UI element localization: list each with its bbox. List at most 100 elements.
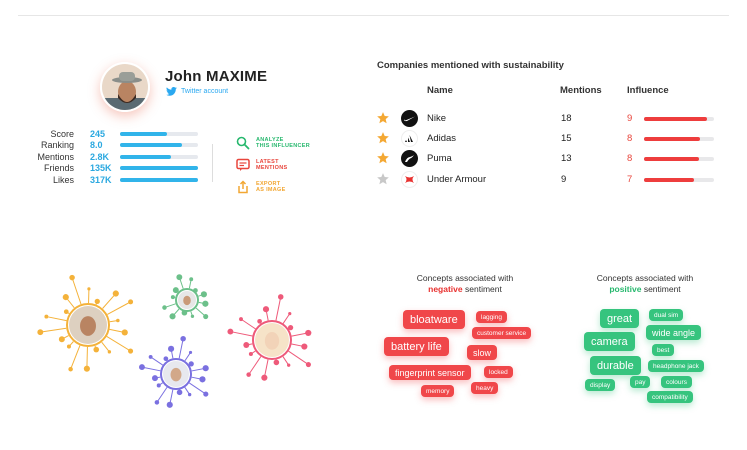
network-node[interactable] [176, 274, 183, 281]
network-node[interactable] [199, 376, 206, 383]
network-node[interactable] [107, 350, 112, 354]
network-node[interactable] [287, 325, 294, 331]
network-node[interactable] [168, 345, 175, 352]
network-node[interactable] [44, 314, 49, 319]
positive-concept-tag[interactable]: compatibility [647, 391, 693, 403]
network-node[interactable] [62, 294, 69, 301]
network-node[interactable] [202, 365, 209, 372]
network-node[interactable] [116, 318, 120, 323]
network-node[interactable] [176, 389, 183, 396]
positive-concept-tag[interactable]: camera [584, 332, 635, 351]
positive-concept-tag[interactable]: headphone jack [648, 360, 704, 372]
table-row[interactable]: Under Armour 9 7 [376, 170, 726, 190]
network-node[interactable] [94, 298, 100, 305]
network-node[interactable] [248, 351, 253, 357]
positive-concept-tag[interactable]: display [585, 379, 616, 391]
network-node[interactable] [188, 361, 194, 367]
star-icon[interactable] [376, 131, 390, 145]
stat-bar-fill [120, 166, 198, 171]
table-row[interactable]: Nike 18 9 [376, 109, 726, 129]
negative-concept-tag[interactable]: bloatware [403, 310, 465, 329]
network-node[interactable] [170, 295, 175, 300]
avatar[interactable] [100, 62, 150, 112]
negative-concept-tag[interactable]: battery life [384, 337, 449, 356]
network-node[interactable] [277, 294, 284, 300]
network-node[interactable] [63, 309, 69, 315]
network-node[interactable] [243, 342, 250, 348]
network-node[interactable] [139, 364, 145, 371]
stat-bar [120, 143, 198, 148]
negative-concept-tag[interactable]: slow [467, 345, 498, 360]
network-node[interactable] [188, 350, 193, 355]
star-icon[interactable] [376, 151, 390, 165]
network-node[interactable] [37, 329, 44, 336]
star-icon[interactable] [376, 111, 390, 125]
network-node[interactable] [169, 313, 176, 320]
network-node[interactable] [166, 401, 173, 408]
network-node[interactable] [172, 287, 179, 294]
network-node[interactable] [68, 366, 73, 372]
column-header-mentions[interactable]: Mentions [560, 85, 602, 96]
network-node[interactable] [305, 329, 312, 337]
positive-concept-tag[interactable]: colours [661, 376, 692, 388]
negative-concept-tag[interactable]: memory [421, 385, 455, 397]
network-node[interactable] [112, 290, 119, 297]
network-node[interactable] [202, 300, 209, 307]
network-node[interactable] [200, 291, 207, 298]
twitter-account-link[interactable]: Twitter account [166, 87, 228, 96]
network-node[interactable] [287, 363, 291, 367]
network-node[interactable] [156, 383, 161, 388]
network-node[interactable] [162, 305, 167, 310]
network-node[interactable] [257, 318, 262, 324]
positive-concept-tag[interactable]: great [600, 309, 640, 328]
table-row[interactable]: Adidas 15 8 [376, 129, 726, 149]
network-node[interactable] [58, 336, 65, 343]
network-node[interactable] [128, 299, 134, 305]
network-node[interactable] [154, 400, 160, 405]
network-node[interactable] [87, 287, 91, 291]
negative-concept-tag[interactable]: customer service [472, 327, 532, 339]
network-node[interactable] [83, 365, 90, 372]
network-node[interactable] [262, 306, 270, 313]
network-node[interactable] [187, 392, 192, 397]
negative-concept-tag[interactable]: lagging [476, 311, 507, 323]
network-node[interactable] [151, 375, 158, 382]
network-node[interactable] [69, 274, 75, 281]
network-node[interactable] [148, 354, 153, 359]
export-image-button[interactable]: EXPORT AS IMAGE [236, 176, 316, 198]
positive-concept-tag[interactable]: pay [630, 376, 651, 388]
network-edge [263, 359, 269, 378]
network-node[interactable] [305, 361, 311, 368]
network-node[interactable] [121, 329, 128, 336]
network-node[interactable] [203, 313, 209, 320]
table-row[interactable]: Puma 13 8 [376, 149, 726, 169]
network-node[interactable] [66, 344, 71, 349]
negative-concept-tag[interactable]: locked [484, 366, 513, 378]
network-node[interactable] [93, 346, 100, 353]
negative-concept-tag[interactable]: fingerprint sensor [389, 365, 471, 380]
network-node[interactable] [163, 356, 169, 362]
negative-concept-tag[interactable]: heavy [471, 382, 499, 394]
column-header-name[interactable]: Name [427, 85, 453, 96]
network-node[interactable] [301, 343, 308, 350]
network-node[interactable] [189, 277, 194, 282]
network-node[interactable] [261, 374, 268, 381]
network-node[interactable] [288, 312, 292, 316]
network-node[interactable] [246, 372, 251, 377]
positive-concept-tag[interactable]: best [652, 344, 675, 356]
latest-mentions-button[interactable]: LATEST MENTIONS [236, 154, 316, 176]
positive-concept-tag[interactable]: dual sim [649, 309, 684, 321]
column-header-influence[interactable]: Influence [627, 85, 669, 96]
network-node[interactable] [180, 335, 186, 342]
analyze-influencer-button[interactable]: ANALYZE THIS INFLUENCER [236, 132, 316, 154]
network-node[interactable] [239, 317, 243, 322]
network-node[interactable] [273, 359, 280, 366]
network-node[interactable] [190, 314, 195, 318]
network-node[interactable] [227, 328, 234, 335]
influence-bar-fill [644, 137, 700, 141]
star-icon[interactable] [376, 172, 390, 186]
network-node[interactable] [127, 348, 134, 354]
network-node[interactable] [203, 391, 209, 397]
positive-concept-tag[interactable]: wide angle [646, 325, 702, 340]
positive-concept-tag[interactable]: durable [590, 356, 641, 375]
